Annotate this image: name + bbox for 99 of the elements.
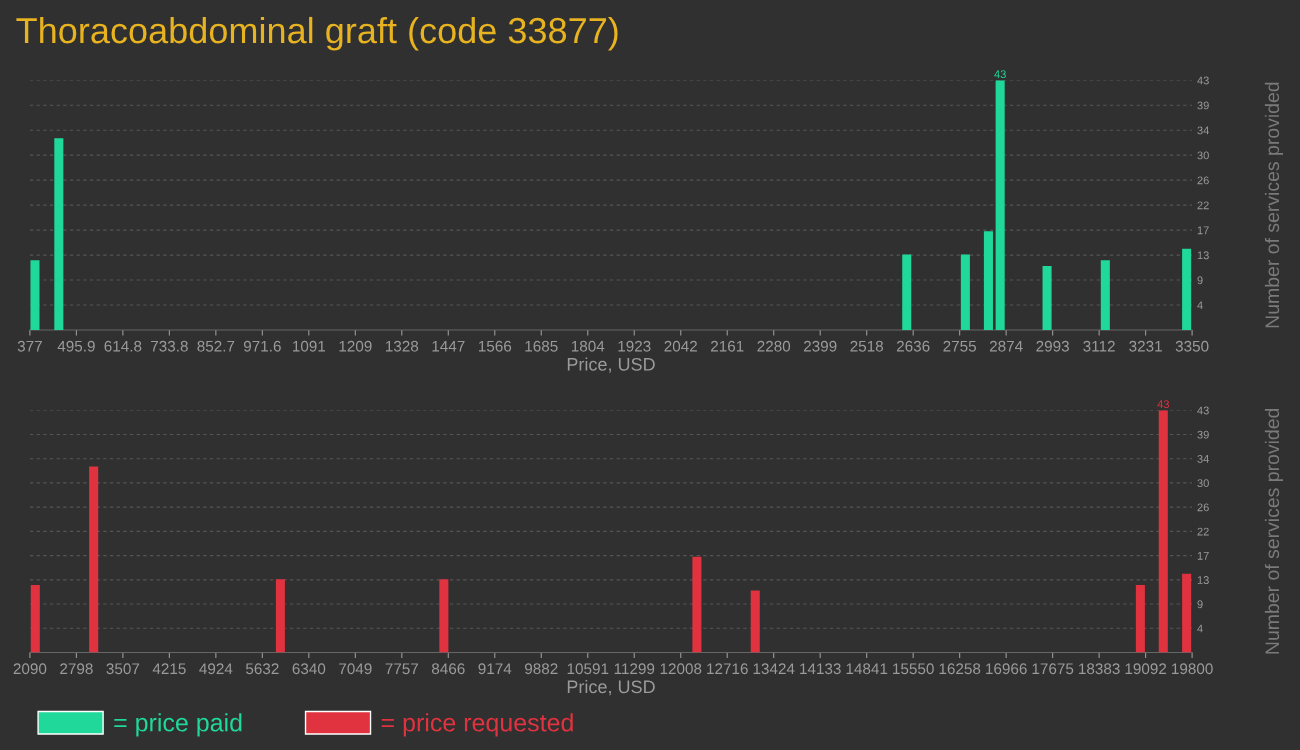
bar (1182, 573, 1192, 653)
x-tick-label: 14133 (800, 663, 841, 675)
x-tick-label: 2755 (943, 340, 977, 352)
y-axis-title: Number of services provided (1264, 82, 1283, 328)
y-axis-title: Number of services provided (1264, 408, 1283, 654)
bar (692, 556, 702, 653)
bar (995, 80, 1005, 330)
x-tick-label: 4215 (152, 663, 186, 675)
y-tick-label: 34 (1197, 126, 1209, 135)
x-tick-label: 614.8 (104, 340, 142, 352)
x-tick-label: 3350 (1175, 340, 1209, 352)
y-tick-label: 9 (1197, 276, 1203, 285)
y-tick-label: 22 (1197, 201, 1209, 210)
x-tick-label: 16258 (939, 663, 981, 675)
x-tick-label: 6340 (292, 663, 326, 675)
x-tick-label: 2161 (711, 340, 744, 352)
bar (1182, 248, 1192, 330)
x-tick-label: 9882 (524, 663, 558, 675)
x-tick-label: 19092 (1125, 663, 1167, 675)
x-tick-label: 1566 (478, 340, 512, 352)
y-tick-label: 13 (1197, 576, 1209, 584)
y-tick-label: 9 (1197, 600, 1203, 609)
x-tick-label: 18383 (1079, 663, 1120, 675)
bar (89, 466, 99, 653)
x-tick-label: 733.8 (151, 340, 188, 352)
x-tick-label: 2798 (60, 663, 93, 675)
x-tick-label: 4924 (199, 663, 233, 675)
x-tick-label: 1209 (339, 340, 372, 352)
y-tick-label: 30 (1197, 479, 1209, 488)
x-tick-label: 1091 (293, 340, 326, 352)
bar (983, 231, 993, 330)
x-tick-label: 7757 (385, 663, 419, 675)
bar (902, 254, 912, 330)
y-tick-label: 30 (1197, 151, 1209, 160)
x-tick-label: 2280 (757, 340, 791, 352)
x-tick-label: 377 (17, 340, 42, 352)
x-tick-label: 2993 (1036, 340, 1069, 352)
bar (30, 584, 40, 653)
x-tick-label: 2518 (850, 340, 884, 352)
bar (750, 590, 760, 653)
legend-label: = price paid (114, 713, 242, 737)
x-tick-label: 12716 (707, 663, 748, 675)
y-tick-label: 26 (1197, 176, 1209, 185)
chart-title: Thoracoabdominal graft (code 33877) (16, 16, 618, 51)
x-tick-label: 1328 (385, 340, 419, 352)
x-tick-label: 11299 (614, 663, 655, 675)
y-tick-label: 17 (1197, 226, 1209, 235)
bar (30, 260, 40, 330)
data-label: 43 (994, 70, 1006, 79)
x-tick-label: 19800 (1172, 663, 1213, 675)
bar (439, 579, 449, 653)
bar (1100, 260, 1110, 330)
y-tick-label: 39 (1197, 430, 1209, 439)
x-tick-label: 14841 (846, 663, 888, 675)
x-tick-label: 3231 (1129, 340, 1162, 352)
x-tick-label: 2874 (989, 340, 1023, 352)
x-tick-label: 15550 (893, 663, 934, 675)
x-tick-label: 12008 (660, 663, 702, 675)
y-tick-label: 13 (1197, 251, 1209, 260)
x-tick-label: 5632 (245, 663, 279, 675)
y-tick-label: 17 (1197, 551, 1209, 560)
x-tick-label: 10591 (567, 663, 609, 675)
x-tick-label: 3507 (106, 663, 140, 675)
data-label: 43 (1157, 400, 1169, 409)
x-tick-label: 7049 (339, 663, 372, 675)
x-tick-label: 495.9 (57, 340, 95, 352)
x-tick-label: 2090 (13, 663, 47, 675)
x-tick-label: 9174 (478, 663, 512, 675)
x-tick-label: 852.7 (197, 340, 235, 352)
x-tick-label: 1923 (618, 340, 651, 352)
bar (54, 138, 64, 330)
y-tick-label: 22 (1197, 527, 1209, 536)
x-tick-label: 17675 (1032, 663, 1074, 675)
x-tick-label: 8466 (431, 663, 465, 675)
bar (960, 254, 970, 330)
y-tick-label: 26 (1197, 503, 1209, 512)
x-tick-label: 16966 (986, 663, 1027, 675)
y-tick-label: 43 (1197, 76, 1209, 85)
bar (1158, 410, 1168, 653)
bar (1042, 266, 1052, 330)
y-tick-label: 4 (1197, 624, 1203, 633)
legend-label: = price requested (381, 713, 573, 737)
bar (275, 579, 285, 653)
x-tick-label: 1685 (525, 340, 558, 352)
x-tick-label: 1804 (571, 340, 605, 352)
x-tick-label: 3112 (1083, 340, 1115, 352)
y-tick-label: 43 (1197, 406, 1209, 415)
x-tick-label: 2399 (803, 340, 837, 352)
x-tick-label: 2636 (896, 340, 930, 352)
x-axis-title: Price, USD (567, 679, 655, 696)
y-tick-label: 39 (1197, 101, 1209, 110)
x-tick-label: 13424 (753, 663, 795, 675)
y-tick-label: 4 (1197, 301, 1203, 310)
y-tick-label: 34 (1197, 454, 1209, 463)
x-axis-title: Price, USD (567, 357, 655, 373)
bar (1135, 584, 1145, 653)
x-tick-label: 1447 (432, 340, 465, 352)
x-tick-label: 2042 (664, 340, 697, 352)
x-tick-label: 971.6 (243, 340, 281, 352)
